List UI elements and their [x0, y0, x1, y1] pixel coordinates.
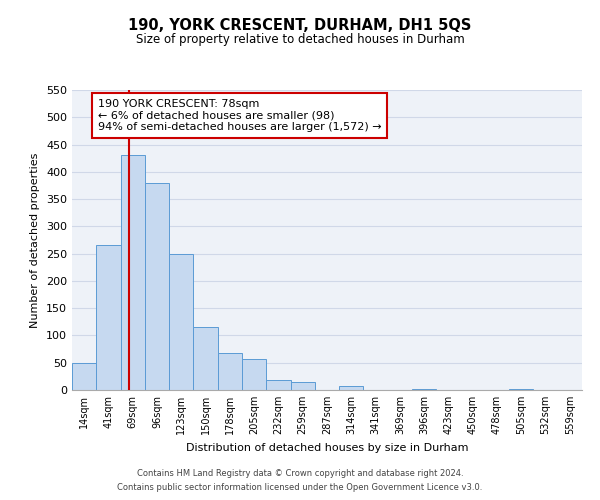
Bar — [218, 353, 242, 390]
Text: Contains public sector information licensed under the Open Government Licence v3: Contains public sector information licen… — [118, 484, 482, 492]
Bar — [121, 156, 145, 390]
Bar — [339, 386, 364, 390]
Bar — [412, 389, 436, 390]
Text: 190 YORK CRESCENT: 78sqm
← 6% of detached houses are smaller (98)
94% of semi-de: 190 YORK CRESCENT: 78sqm ← 6% of detache… — [97, 99, 381, 132]
Text: Contains HM Land Registry data © Crown copyright and database right 2024.: Contains HM Land Registry data © Crown c… — [137, 468, 463, 477]
Bar — [242, 359, 266, 390]
Text: Size of property relative to detached houses in Durham: Size of property relative to detached ho… — [136, 32, 464, 46]
Bar — [169, 254, 193, 390]
X-axis label: Distribution of detached houses by size in Durham: Distribution of detached houses by size … — [186, 442, 468, 452]
Bar — [72, 362, 96, 390]
Bar — [96, 246, 121, 390]
Y-axis label: Number of detached properties: Number of detached properties — [31, 152, 40, 328]
Text: 190, YORK CRESCENT, DURHAM, DH1 5QS: 190, YORK CRESCENT, DURHAM, DH1 5QS — [128, 18, 472, 32]
Bar — [193, 328, 218, 390]
Bar — [145, 182, 169, 390]
Bar — [290, 382, 315, 390]
Bar — [266, 380, 290, 390]
